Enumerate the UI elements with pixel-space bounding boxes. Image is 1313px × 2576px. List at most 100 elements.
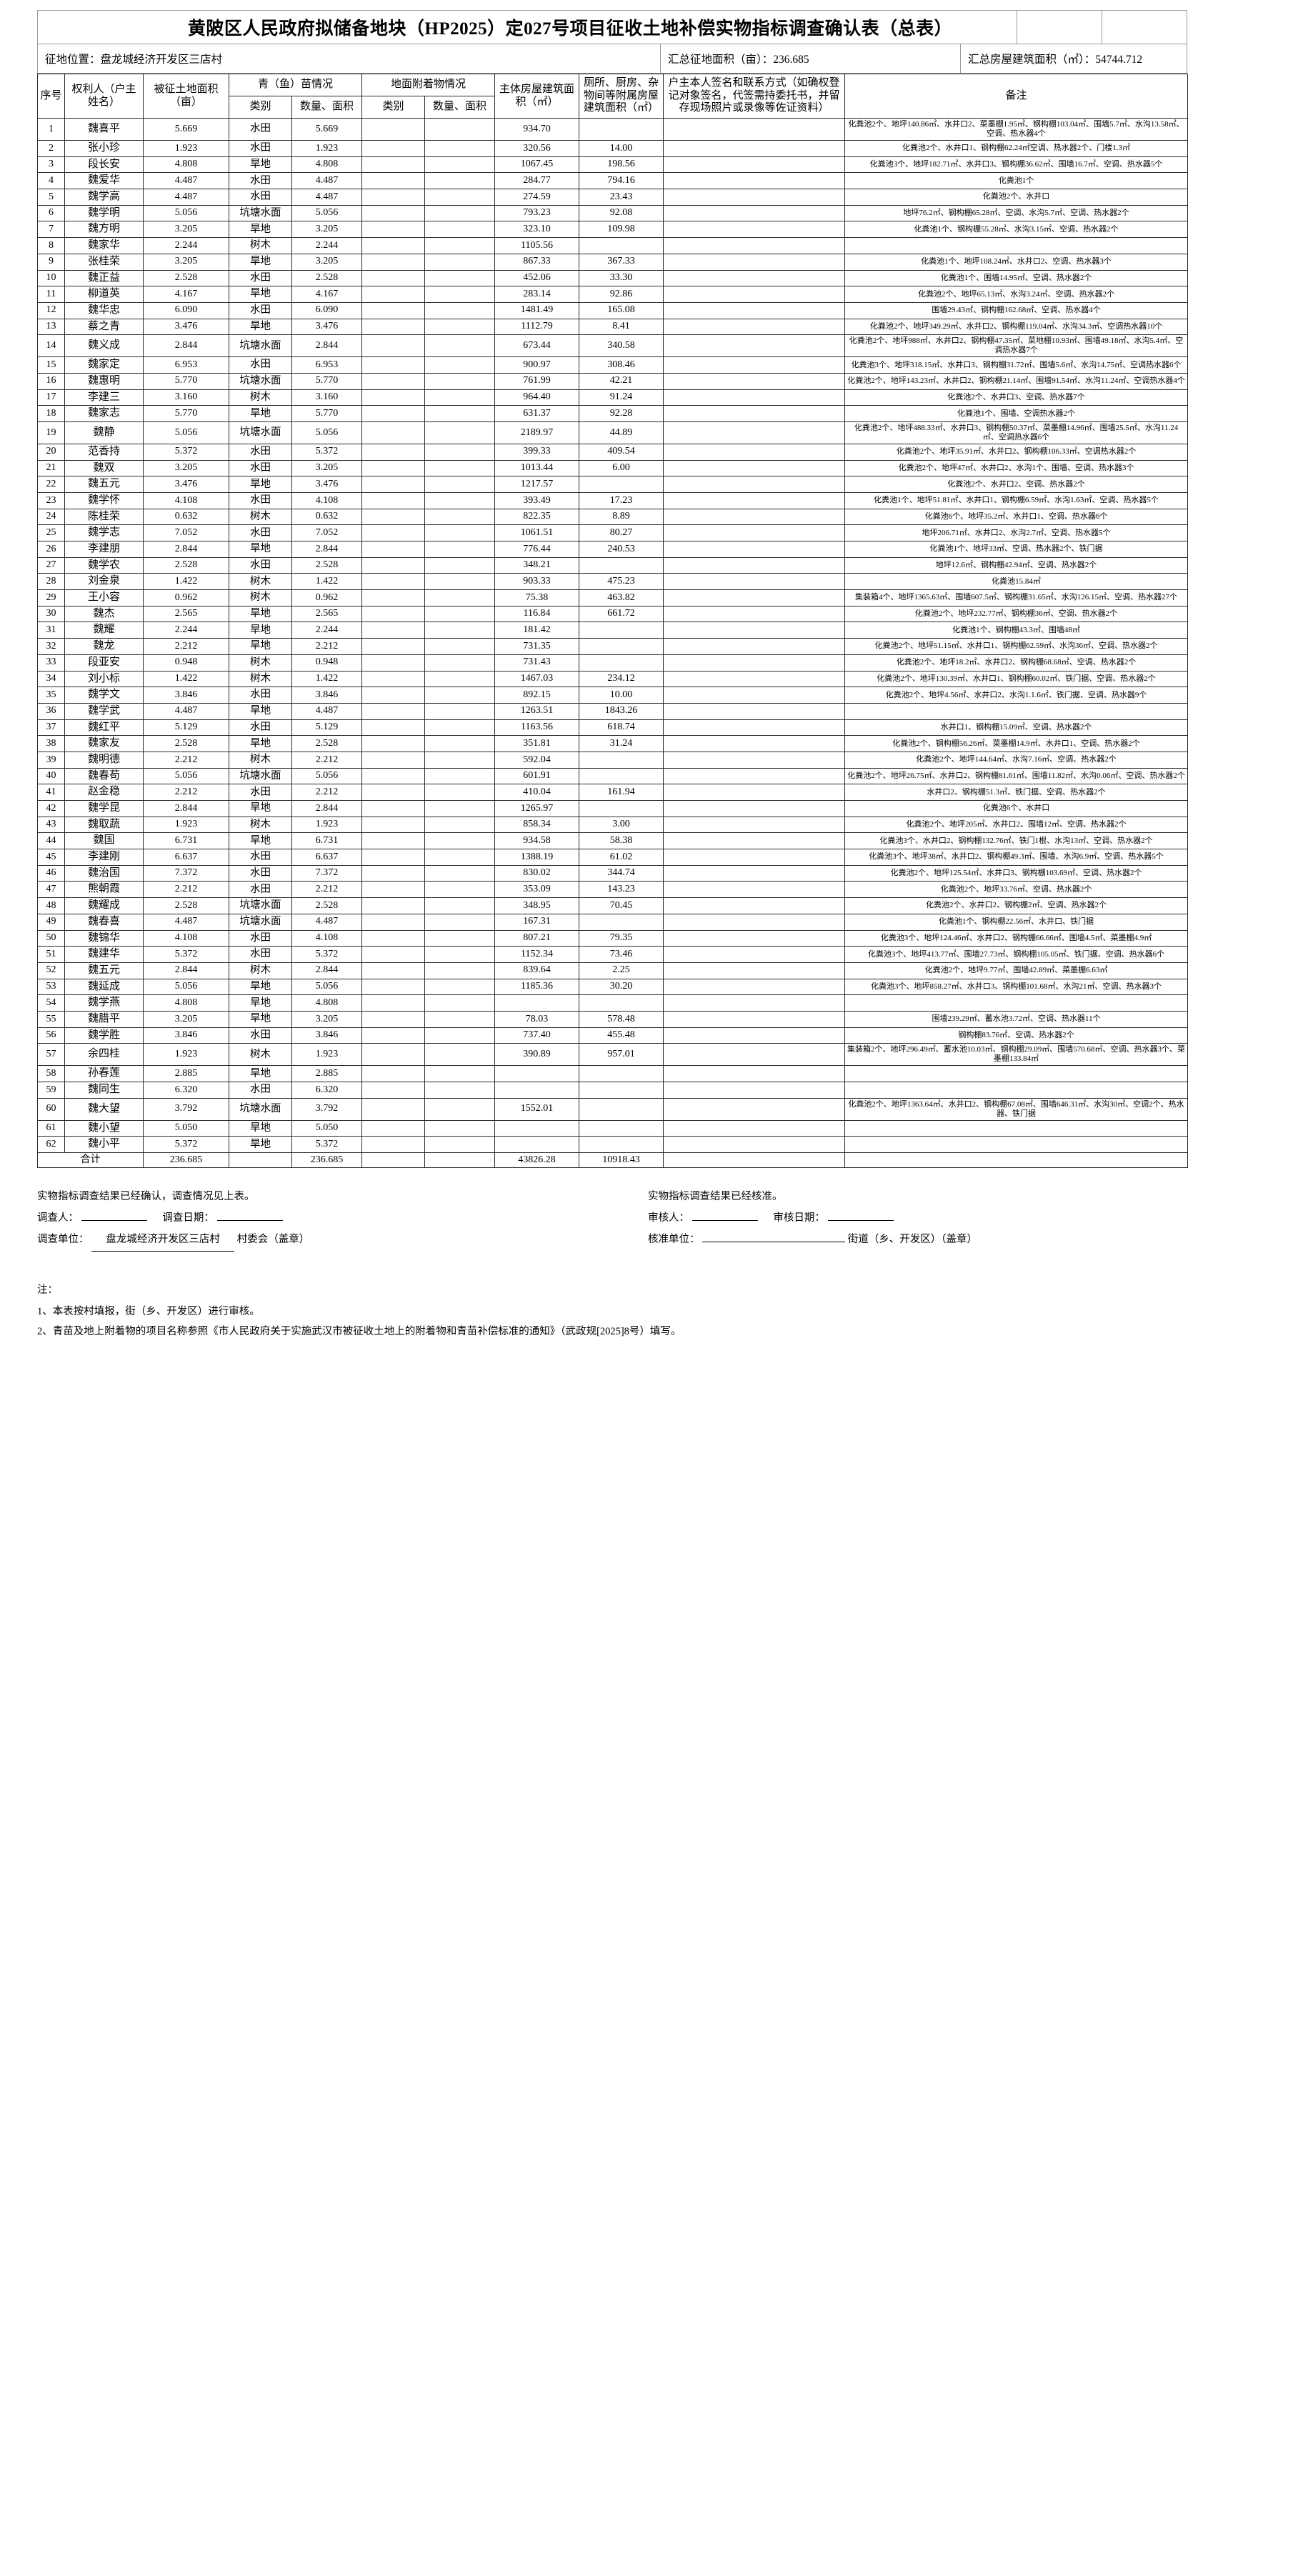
row-signature[interactable] — [663, 524, 846, 541]
row-signature[interactable] — [663, 1136, 846, 1153]
total-main-building: 43826.28 — [494, 1152, 580, 1169]
row-signature[interactable] — [663, 156, 846, 174]
row-signature[interactable] — [663, 800, 846, 817]
row-signature[interactable] — [663, 573, 846, 591]
row-attachment-type — [361, 913, 426, 931]
row-signature[interactable] — [663, 1081, 846, 1099]
row-signature[interactable] — [663, 994, 846, 1012]
row-land-area: 5.050 — [143, 1119, 229, 1137]
row-signature[interactable] — [663, 318, 846, 336]
row-signature[interactable] — [663, 372, 846, 390]
total-building-area: 汇总房屋建筑面积（㎡）：54744.712 — [968, 54, 1143, 66]
row-signature[interactable] — [663, 421, 846, 444]
row-signature[interactable] — [663, 1010, 846, 1028]
row-signature[interactable] — [663, 237, 846, 254]
row-owner-name: 魏腊平 — [64, 1010, 144, 1028]
row-signature[interactable] — [663, 1043, 846, 1067]
row-signature[interactable] — [663, 670, 846, 688]
row-attachment-type — [361, 318, 426, 336]
row-aux-building-area: 618.74 — [579, 719, 664, 737]
row-seedling-type: 旱地 — [229, 638, 292, 655]
total-land-area: 汇总征地面积（亩）：236.685 — [661, 44, 961, 73]
row-signature[interactable] — [663, 946, 846, 963]
row-signature[interactable] — [663, 621, 846, 639]
row-signature[interactable] — [663, 491, 846, 509]
row-signature[interactable] — [663, 864, 846, 882]
row-owner-name: 魏学文 — [64, 687, 144, 704]
row-signature[interactable] — [663, 784, 846, 801]
row-signature[interactable] — [663, 541, 846, 558]
row-remark: 地坪206.71㎡、水井口2、水沟2.7㎡、空调、热水器5个 — [844, 524, 1189, 541]
row-signature[interactable] — [663, 172, 846, 190]
row-aux-building-area: 80.27 — [579, 524, 664, 541]
row-main-building-area: 830.02 — [494, 864, 580, 882]
col-attachment-amount: 数量、面积 — [424, 96, 496, 119]
row-index: 15 — [37, 356, 65, 374]
row-signature[interactable] — [663, 356, 846, 374]
row-signature[interactable] — [663, 204, 846, 222]
row-signature[interactable] — [663, 638, 846, 655]
row-signature[interactable] — [663, 654, 846, 672]
row-signature[interactable] — [663, 476, 846, 493]
row-remark: 围墙29.43㎡、钢构棚162.68㎡、空调、热水器4个 — [844, 301, 1189, 319]
row-signature[interactable] — [663, 767, 846, 785]
table-row: 30 魏杰 2.565 旱地 2.565 116.84 661.72 化粪池2个、地坪232.… — [37, 605, 1189, 623]
auditor-value[interactable] — [692, 1220, 758, 1222]
row-signature[interactable] — [663, 443, 846, 461]
investigate-date-value[interactable] — [216, 1220, 283, 1222]
row-attachment-amount — [424, 654, 496, 672]
row-aux-building-area: 6.00 — [579, 459, 664, 477]
row-signature[interactable] — [663, 253, 846, 271]
row-signature[interactable] — [663, 832, 846, 850]
total-remark — [844, 1152, 1189, 1169]
row-owner-name: 魏五元 — [64, 962, 144, 979]
row-owner-name: 魏学志 — [64, 524, 144, 541]
table-row: 4 魏爱华 4.487 水田 4.487 284.77 794.16 化粪池1个 — [37, 172, 1189, 190]
row-index: 56 — [37, 1027, 65, 1044]
row-signature[interactable] — [663, 1065, 846, 1082]
row-signature[interactable] — [663, 189, 846, 206]
row-signature[interactable] — [663, 751, 846, 769]
table-row: 42 魏学昆 2.844 旱地 2.844 1265.97 化粪池6个、水井口 — [37, 800, 1189, 817]
row-signature[interactable] — [663, 389, 846, 406]
row-signature[interactable] — [663, 508, 846, 526]
row-signature[interactable] — [663, 605, 846, 623]
row-signature[interactable] — [663, 1027, 846, 1044]
row-signature[interactable] — [663, 719, 846, 737]
row-signature[interactable] — [663, 687, 846, 704]
row-signature[interactable] — [663, 849, 846, 866]
row-signature[interactable] — [663, 269, 846, 287]
row-signature[interactable] — [663, 589, 846, 606]
row-aux-building-area: 344.74 — [579, 864, 664, 882]
row-signature[interactable] — [663, 301, 846, 319]
row-signature[interactable] — [663, 459, 846, 477]
investigate-unit-value[interactable]: 盘龙城经济开发区三店村 — [91, 1229, 235, 1252]
row-aux-building-area: 8.41 — [579, 318, 664, 336]
row-signature[interactable] — [663, 118, 846, 141]
col-index: 序号 — [37, 73, 65, 119]
row-aux-building-area: 143.23 — [579, 881, 664, 899]
row-owner-name: 魏家友 — [64, 735, 144, 752]
row-attachment-amount — [424, 800, 496, 817]
row-signature[interactable] — [663, 405, 846, 422]
row-signature[interactable] — [663, 816, 846, 834]
row-signature[interactable] — [663, 929, 846, 947]
row-signature[interactable] — [663, 897, 846, 914]
row-signature[interactable] — [663, 221, 846, 239]
row-signature[interactable] — [663, 556, 846, 574]
row-signature[interactable] — [663, 913, 846, 931]
row-signature[interactable] — [663, 1097, 846, 1121]
row-main-building-area: 348.21 — [494, 556, 580, 574]
row-signature[interactable] — [663, 962, 846, 979]
row-signature[interactable] — [663, 334, 846, 358]
investigator-value[interactable] — [81, 1220, 147, 1222]
row-signature[interactable] — [663, 1119, 846, 1137]
row-signature[interactable] — [663, 286, 846, 303]
row-signature[interactable] — [663, 735, 846, 752]
row-signature[interactable] — [663, 140, 846, 157]
note-item-2: 2、青苗及地上附着物的项目名称参照《市人民政府关于实施武汉市被征收土地上的附着物… — [37, 1326, 682, 1338]
row-signature[interactable] — [663, 881, 846, 899]
row-signature[interactable] — [663, 702, 846, 720]
audit-date-value[interactable] — [827, 1220, 894, 1222]
row-signature[interactable] — [663, 978, 846, 996]
